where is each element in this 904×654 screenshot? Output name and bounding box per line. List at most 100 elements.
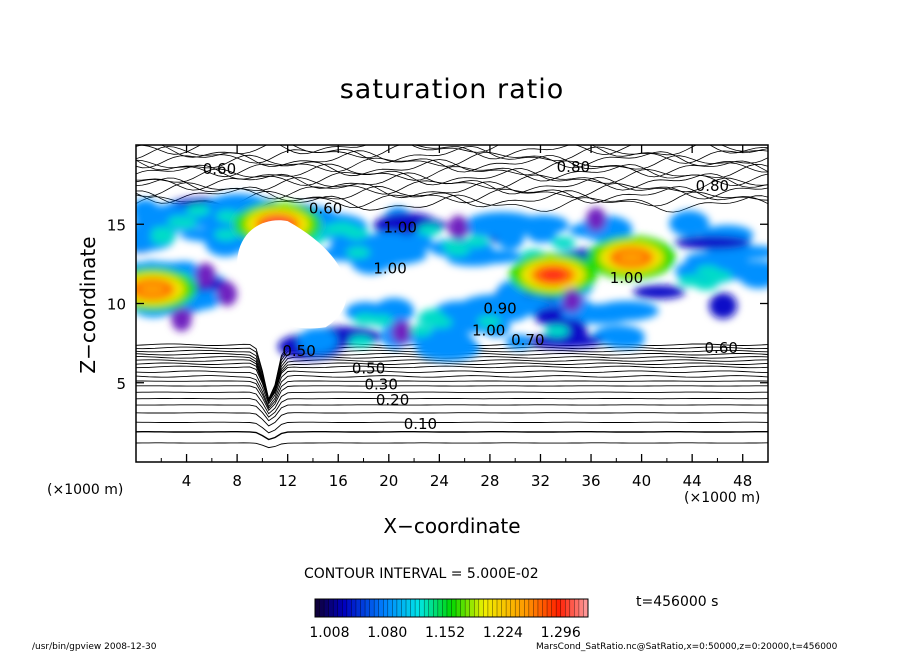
saturated-patch [329, 221, 354, 234]
colorbar-bin [369, 599, 375, 617]
colorbar-bin [337, 599, 343, 617]
saturated-patch [214, 228, 239, 241]
colorbar-bin [346, 599, 352, 617]
colorbar-bin [433, 599, 439, 617]
core-center [139, 283, 166, 296]
colorbar-bin [497, 599, 502, 617]
x-tick-label: 32 [531, 472, 550, 490]
purple-patch [562, 288, 583, 313]
saturated-patch [527, 334, 604, 349]
x-tick-label: 28 [480, 472, 499, 490]
colorbar-tick-label: 1.152 [425, 625, 465, 641]
colorbar-bin [460, 599, 466, 617]
x-axis-label-text: X−coordinate [383, 514, 521, 538]
saturated-patch [505, 334, 534, 349]
purple-patch [448, 215, 469, 240]
colorbar-bin [506, 599, 512, 617]
saturated-patch [693, 278, 718, 291]
colorbar-bin [355, 599, 361, 617]
colorbar-bin [551, 599, 557, 617]
contour-label: 1.00 [472, 321, 505, 339]
colorbar-bin [328, 599, 334, 617]
x-tick-label: 12 [278, 472, 297, 490]
colorbar-bin [474, 599, 480, 617]
saturated-patch [348, 335, 373, 348]
contour-label: 0.60 [705, 339, 738, 357]
contour-label: 1.00 [610, 269, 643, 287]
colorbar-bin [487, 599, 493, 617]
contour-line [136, 375, 768, 408]
contour-label: 0.80 [557, 158, 590, 176]
contour-line [136, 359, 768, 404]
contour-line [136, 145, 768, 156]
colorbar-bin [519, 599, 525, 617]
colorbar-bin [465, 599, 471, 617]
colorbar-bin [469, 599, 475, 617]
saturated-patch [464, 235, 489, 248]
x-tick-label: 4 [182, 472, 192, 490]
colorbar-bin [524, 599, 530, 617]
colorbar-bin [406, 599, 411, 617]
colorbar-bin [537, 599, 543, 617]
colorbar-bin [401, 599, 407, 617]
colorbar-bin [428, 599, 434, 617]
saturated-patch [150, 226, 175, 239]
contour-line [136, 391, 768, 415]
x-tick-label: 40 [632, 472, 651, 490]
colorbar-bin [510, 599, 516, 617]
contour-label: 0.50 [282, 342, 315, 360]
saturated-patch [439, 333, 468, 354]
x-tick-label: 24 [430, 472, 449, 490]
colorbar-frame [314, 598, 589, 618]
saturated-patch [186, 204, 211, 217]
y-axis-label: Z−coordinate [76, 236, 100, 374]
colorbar-bin [360, 599, 366, 617]
colorbar-bin [383, 599, 389, 617]
contour-line [136, 442, 768, 449]
contour-line [136, 154, 768, 173]
contour-line [136, 150, 768, 169]
subsaturated-gap [237, 220, 347, 329]
contour-label: 0.10 [404, 415, 437, 433]
saturated-patch [633, 285, 686, 300]
saturated-patch [167, 215, 192, 228]
saturated-patch [674, 235, 751, 250]
colorbar-bin [446, 599, 452, 617]
colorbar-bin [324, 599, 330, 617]
colorbar-bin [437, 599, 443, 617]
core-center [540, 268, 567, 281]
color-fill [136, 193, 768, 362]
contour-label: 0.20 [376, 391, 409, 409]
saturated-patch [709, 292, 738, 319]
contour-line [136, 412, 768, 427]
contour-line [136, 163, 768, 182]
purple-patch [391, 320, 412, 345]
saturated-patch [551, 236, 576, 249]
footer-source: MarsCond_SatRatio.nc@SatRatio,x=0:50000,… [536, 642, 838, 652]
saturated-patch [464, 211, 541, 238]
saturated-patch [738, 262, 768, 289]
contour-line [136, 365, 768, 403]
saturated-patch [346, 246, 371, 259]
colorbar-bin [574, 599, 580, 617]
contour-line [136, 385, 768, 412]
y-tick-label: 5 [116, 375, 126, 393]
saturated-patch [545, 324, 570, 337]
colorbar-bin [547, 599, 552, 617]
contour-line [136, 421, 768, 434]
colorbar-bin [456, 599, 461, 617]
x-tick-label: 20 [379, 472, 398, 490]
saturated-patch [417, 312, 442, 325]
x-tick-label: 16 [329, 472, 348, 490]
colorbar-bin [333, 599, 339, 617]
colorbar-bin [315, 599, 320, 617]
purple-patch [217, 281, 238, 306]
contour-line [136, 159, 768, 178]
purple-patch [586, 207, 607, 232]
colorbar-bin [374, 599, 380, 617]
colorbar-tick-label: 1.224 [483, 625, 523, 641]
colorbar-bin [415, 599, 421, 617]
contour-line [136, 168, 768, 187]
field-layer: 0.100.200.300.500.500.600.600.800.800.90… [136, 145, 768, 449]
